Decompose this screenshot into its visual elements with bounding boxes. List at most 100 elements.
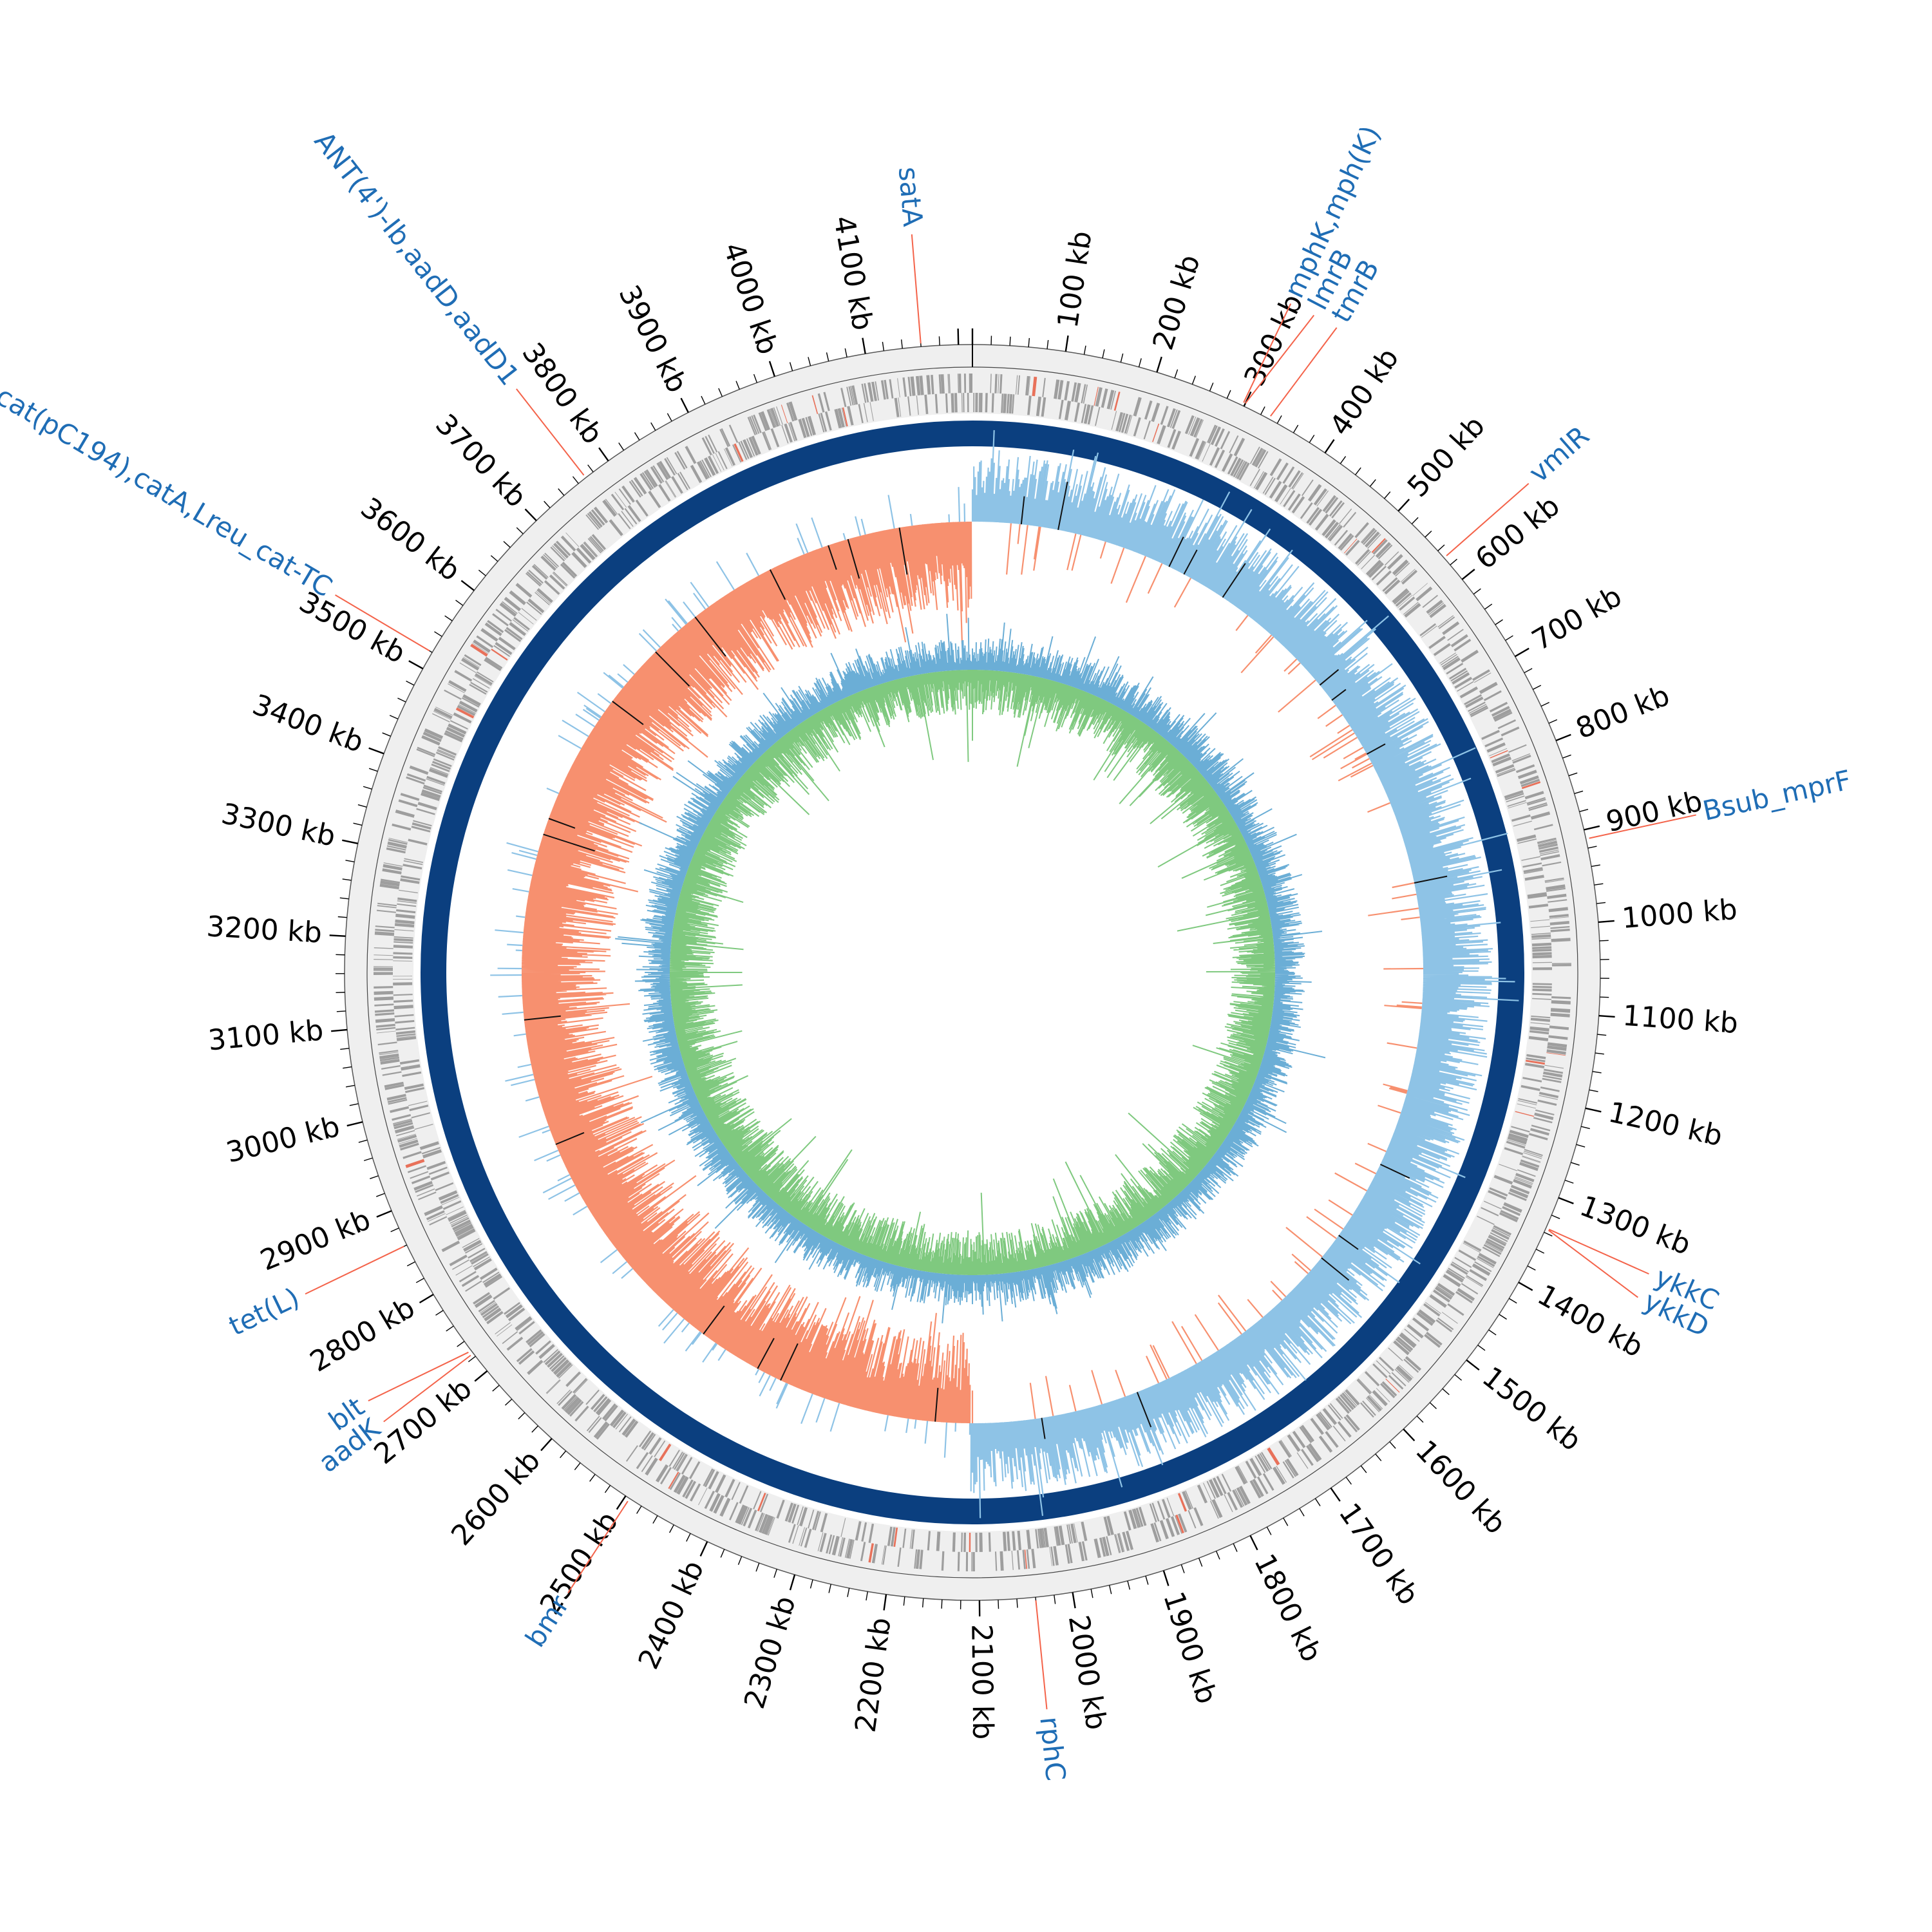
major-tick — [768, 361, 775, 377]
annotation-leader-line — [1035, 1600, 1048, 1710]
major-tick — [1397, 498, 1410, 512]
minor-tick — [1314, 1498, 1321, 1506]
tick-label: 2200 kb — [849, 1616, 898, 1735]
major-tick — [1598, 920, 1615, 923]
major-tick — [368, 747, 384, 755]
annotation-leader-line — [1270, 327, 1338, 417]
minor-tick — [808, 357, 811, 366]
minor-tick — [1477, 1345, 1486, 1351]
tick-label: 1400 kb — [1532, 1278, 1649, 1364]
tick-label: 2300 kb — [738, 1593, 802, 1712]
tick-label: 3200 kb — [205, 910, 323, 949]
minor-tick — [882, 341, 885, 351]
minor-tick — [652, 1515, 658, 1524]
minor-tick — [1340, 456, 1347, 464]
minor-tick — [866, 1591, 868, 1601]
minor-tick — [457, 1341, 465, 1347]
minor-tick — [357, 804, 367, 808]
minor-tick — [389, 715, 399, 720]
minor-tick — [810, 1579, 813, 1589]
minor-tick — [531, 1425, 539, 1433]
major-tick — [1585, 1107, 1602, 1113]
minor-tick — [1108, 1585, 1112, 1595]
minor-tick — [345, 1084, 355, 1088]
minor-tick — [1551, 1215, 1560, 1219]
minor-tick — [998, 1600, 999, 1609]
tick-label: 1800 kb — [1247, 1549, 1328, 1667]
gc-content-track — [490, 430, 1519, 1519]
tick-label: 800 kb — [1571, 679, 1674, 745]
minor-tick — [434, 631, 442, 637]
tick-label: 3300 kb — [218, 797, 338, 853]
minor-tick — [468, 1356, 476, 1363]
minor-tick — [1016, 1598, 1018, 1608]
major-tick — [329, 934, 346, 937]
minor-tick — [1425, 530, 1432, 538]
minor-tick — [1090, 1589, 1094, 1598]
minor-tick — [755, 1562, 760, 1572]
tick-label: 1100 kb — [1622, 999, 1739, 1040]
minor-tick — [446, 1325, 454, 1332]
minor-tick — [1571, 1162, 1580, 1166]
minor-tick — [1375, 1454, 1382, 1461]
major-tick — [460, 580, 475, 591]
gc-skew-negative — [615, 614, 1326, 1323]
tick-label: 100 kb — [1052, 229, 1099, 330]
minor-tick — [1198, 1558, 1203, 1567]
minor-tick — [1599, 940, 1609, 942]
backbone-ring — [421, 421, 1524, 1524]
minor-tick — [1293, 424, 1299, 433]
minor-tick — [1591, 864, 1600, 867]
minor-tick — [1587, 846, 1597, 849]
annotation-leader-line — [1589, 814, 1696, 839]
minor-tick — [1191, 375, 1196, 384]
annotation-label: satA — [893, 166, 929, 228]
minor-tick — [370, 1175, 379, 1179]
minor-tick — [587, 464, 594, 473]
minor-tick — [1596, 902, 1606, 904]
major-tick — [1162, 1570, 1170, 1586]
minor-tick — [1102, 349, 1105, 359]
minor-tick — [1508, 1298, 1517, 1304]
minor-tick — [1355, 467, 1361, 475]
minor-tick — [1384, 491, 1391, 499]
minor-tick — [1138, 358, 1142, 368]
minor-tick — [1345, 1477, 1352, 1485]
major-tick — [699, 1541, 708, 1557]
minor-tick — [1180, 1564, 1185, 1573]
minor-tick — [558, 488, 565, 496]
minor-tick — [1524, 668, 1533, 674]
minor-tick — [340, 1048, 350, 1050]
minor-tick — [339, 897, 349, 900]
minor-tick — [345, 860, 355, 862]
minor-tick — [1120, 353, 1124, 363]
major-tick — [1156, 356, 1162, 373]
minor-tick — [1527, 1265, 1536, 1271]
coordinate-ticks — [329, 328, 1615, 1616]
major-tick — [331, 1028, 348, 1032]
tick-label: 500 kb — [1401, 410, 1492, 504]
tick-label: 3700 kb — [429, 408, 533, 513]
minor-tick — [669, 1524, 674, 1533]
major-tick — [1065, 335, 1069, 352]
gc-skew-positive — [669, 669, 1276, 1276]
minor-tick — [353, 822, 363, 826]
minor-tick — [737, 1556, 743, 1566]
minor-tick — [504, 1399, 513, 1406]
major-tick — [1072, 1592, 1076, 1609]
tick-label: 400 kb — [1323, 343, 1405, 442]
tick-label: 3000 kb — [223, 1110, 343, 1170]
minor-tick — [1411, 517, 1419, 525]
minor-tick — [337, 916, 347, 918]
minor-tick — [1266, 1526, 1272, 1535]
minor-tick — [363, 786, 372, 790]
major-tick — [1243, 391, 1252, 407]
minor-tick — [1416, 1416, 1424, 1423]
annotation-leader-line — [1548, 1229, 1649, 1275]
annotation-leader-line — [911, 234, 922, 344]
minor-tick — [516, 527, 524, 535]
tick-label: 1000 kb — [1621, 893, 1739, 935]
tick-label: 3500 kb — [294, 585, 411, 670]
annotation-leader-line — [516, 388, 585, 476]
minor-tick — [1473, 588, 1481, 595]
